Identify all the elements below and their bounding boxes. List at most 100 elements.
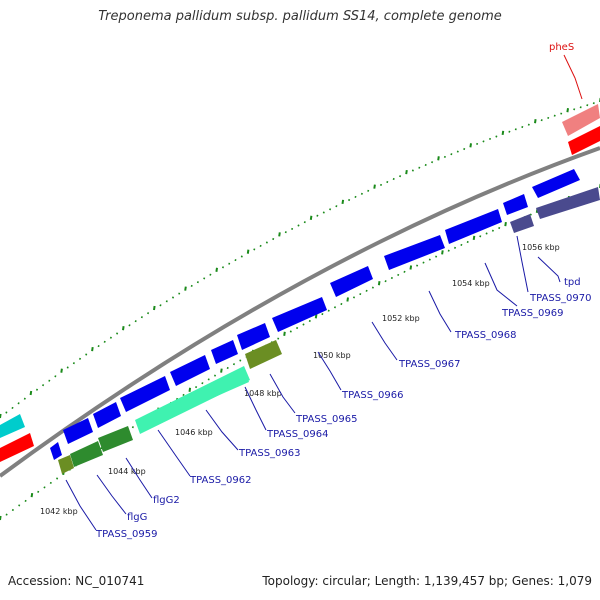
callout-line-tpass-0963	[205, 409, 239, 451]
outer-ring-tick	[437, 156, 440, 161]
callout-line-phes	[563, 54, 583, 100]
inner-ring-tick	[24, 499, 27, 502]
outer-ring-tick	[228, 262, 231, 265]
gene-feature-blue-6	[272, 297, 327, 332]
outer-ring-tick	[122, 326, 125, 331]
outer-ring-tick	[159, 304, 162, 307]
outer-ring-tick	[178, 292, 181, 295]
inner-ring-tick	[283, 331, 286, 336]
outer-ring-tick	[153, 305, 156, 311]
inner-ring-tick	[11, 508, 14, 512]
inner-ring-tick	[529, 213, 532, 216]
inner-ring-tick	[30, 492, 34, 498]
inner-ring-tick	[49, 481, 52, 484]
inner-ring-tick	[195, 386, 198, 389]
inner-ring-tick	[365, 289, 368, 292]
outer-ring-tick	[215, 267, 218, 272]
gene-feature-blue-13	[50, 442, 62, 460]
outer-ring-tick	[354, 195, 357, 198]
gene-label-tpass-0967: TPASS_0967	[398, 359, 460, 370]
outer-ring-tick	[431, 161, 434, 164]
gene-label-tpass-0962: TPASS_0962	[189, 475, 251, 486]
outer-ring-tick	[566, 108, 569, 113]
outer-ring-tick	[418, 166, 421, 169]
gene-label-tpass-0968: TPASS_0968	[454, 330, 516, 341]
outer-ring-tick	[488, 137, 492, 140]
scale-label-1054: 1054 kbp	[452, 279, 490, 288]
outer-ring-tick	[450, 153, 453, 156]
outer-ring-tick	[514, 128, 517, 131]
inner-ring-tick	[428, 258, 431, 261]
inner-ring-tick	[18, 504, 21, 507]
inner-ring-tick	[422, 261, 425, 264]
accession-text: Accession: NC_010741	[8, 574, 145, 588]
gene-feature-olive-small	[58, 455, 74, 474]
outer-ring-tick	[278, 232, 281, 237]
inner-ring-tick	[377, 281, 381, 286]
gene-feature-blue-7	[237, 323, 270, 350]
inner-ring-tick	[289, 330, 292, 333]
gene-feature-blue-1	[532, 169, 580, 198]
callout-line-flgg	[96, 474, 127, 515]
outer-ring-tick	[540, 119, 543, 122]
outer-ring-tick	[508, 130, 511, 133]
outer-ring-tick	[54, 375, 57, 378]
outer-ring-tick	[196, 281, 199, 284]
outer-ring-tick	[5, 411, 8, 414]
outer-ring-tick	[140, 316, 143, 319]
outer-ring-tick	[240, 255, 243, 258]
gene-label-tpass-0965: TPASS_0965	[295, 414, 357, 425]
gene-label-tpass-0969: TPASS_0969	[501, 308, 563, 319]
inner-ring-tick	[409, 265, 413, 270]
inner-ring-tick	[220, 368, 223, 373]
outer-ring-tick	[253, 248, 256, 251]
inner-ring-tick	[296, 326, 299, 330]
inner-ring-tick	[226, 366, 229, 370]
callout-line-tpass-0968	[428, 290, 452, 333]
outer-ring-tick	[379, 183, 383, 186]
outer-ring-tick	[35, 388, 39, 391]
outer-ring-tick	[291, 227, 294, 230]
outer-ring-tick	[116, 332, 119, 335]
outer-ring-tick	[560, 112, 563, 115]
gene-feature-blue-12	[63, 418, 93, 444]
outer-ring-tick	[335, 205, 338, 208]
gene-feature-blue-8	[211, 340, 238, 364]
inner-ring-tick	[327, 309, 330, 312]
inner-ring-tick	[384, 280, 387, 283]
gene-feature-blue-11	[93, 402, 121, 428]
gene-label-flgg: flgG	[127, 512, 147, 523]
outer-ring-tick	[399, 175, 402, 178]
outer-ring-tick	[85, 353, 88, 356]
gene-feature-cyan-left	[0, 414, 25, 438]
outer-ring-tick	[443, 155, 446, 158]
outer-ring-tick	[48, 379, 51, 382]
outer-ring-tick	[586, 104, 589, 107]
outer-ring-tick	[72, 362, 75, 365]
outer-ring-tick	[284, 231, 287, 234]
inner-ring-tick	[472, 235, 476, 241]
outer-ring-tick	[482, 140, 485, 143]
outer-ring-tick	[309, 215, 313, 220]
inner-ring-tick	[441, 250, 444, 255]
inner-tick-ring	[0, 183, 600, 521]
outer-ring-tick	[209, 273, 212, 276]
outer-ring-tick	[456, 150, 459, 153]
callout-line-tpass-0966	[317, 351, 342, 391]
gene-feature-green	[98, 426, 133, 452]
gene-callout-lines	[65, 235, 561, 531]
inner-ring-tick	[397, 273, 400, 276]
outer-ring-tick	[0, 413, 2, 419]
scale-label-1042: 1042 kbp	[40, 507, 78, 516]
outer-ring-tick	[424, 163, 427, 167]
scale-label-1056: 1056 kbp	[522, 243, 560, 252]
gene-feature-red-left	[0, 433, 34, 462]
backbone-group	[0, 146, 600, 478]
outer-ring-tick	[11, 406, 14, 409]
inner-ring-tick	[504, 221, 507, 227]
inner-ring-tick	[333, 306, 337, 309]
scale-label-1048: 1048 kbp	[244, 389, 282, 398]
gene-feature-red	[568, 126, 600, 155]
outer-ring-tick	[128, 324, 131, 327]
